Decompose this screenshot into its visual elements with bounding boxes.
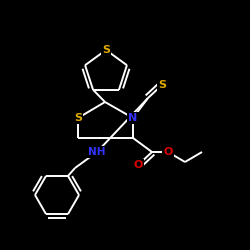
Text: O: O	[163, 147, 173, 157]
Text: S: S	[102, 45, 110, 55]
Text: N: N	[128, 113, 138, 123]
Text: S: S	[158, 80, 166, 90]
Text: O: O	[133, 160, 143, 170]
Text: S: S	[74, 113, 82, 123]
Text: NH: NH	[88, 147, 106, 157]
